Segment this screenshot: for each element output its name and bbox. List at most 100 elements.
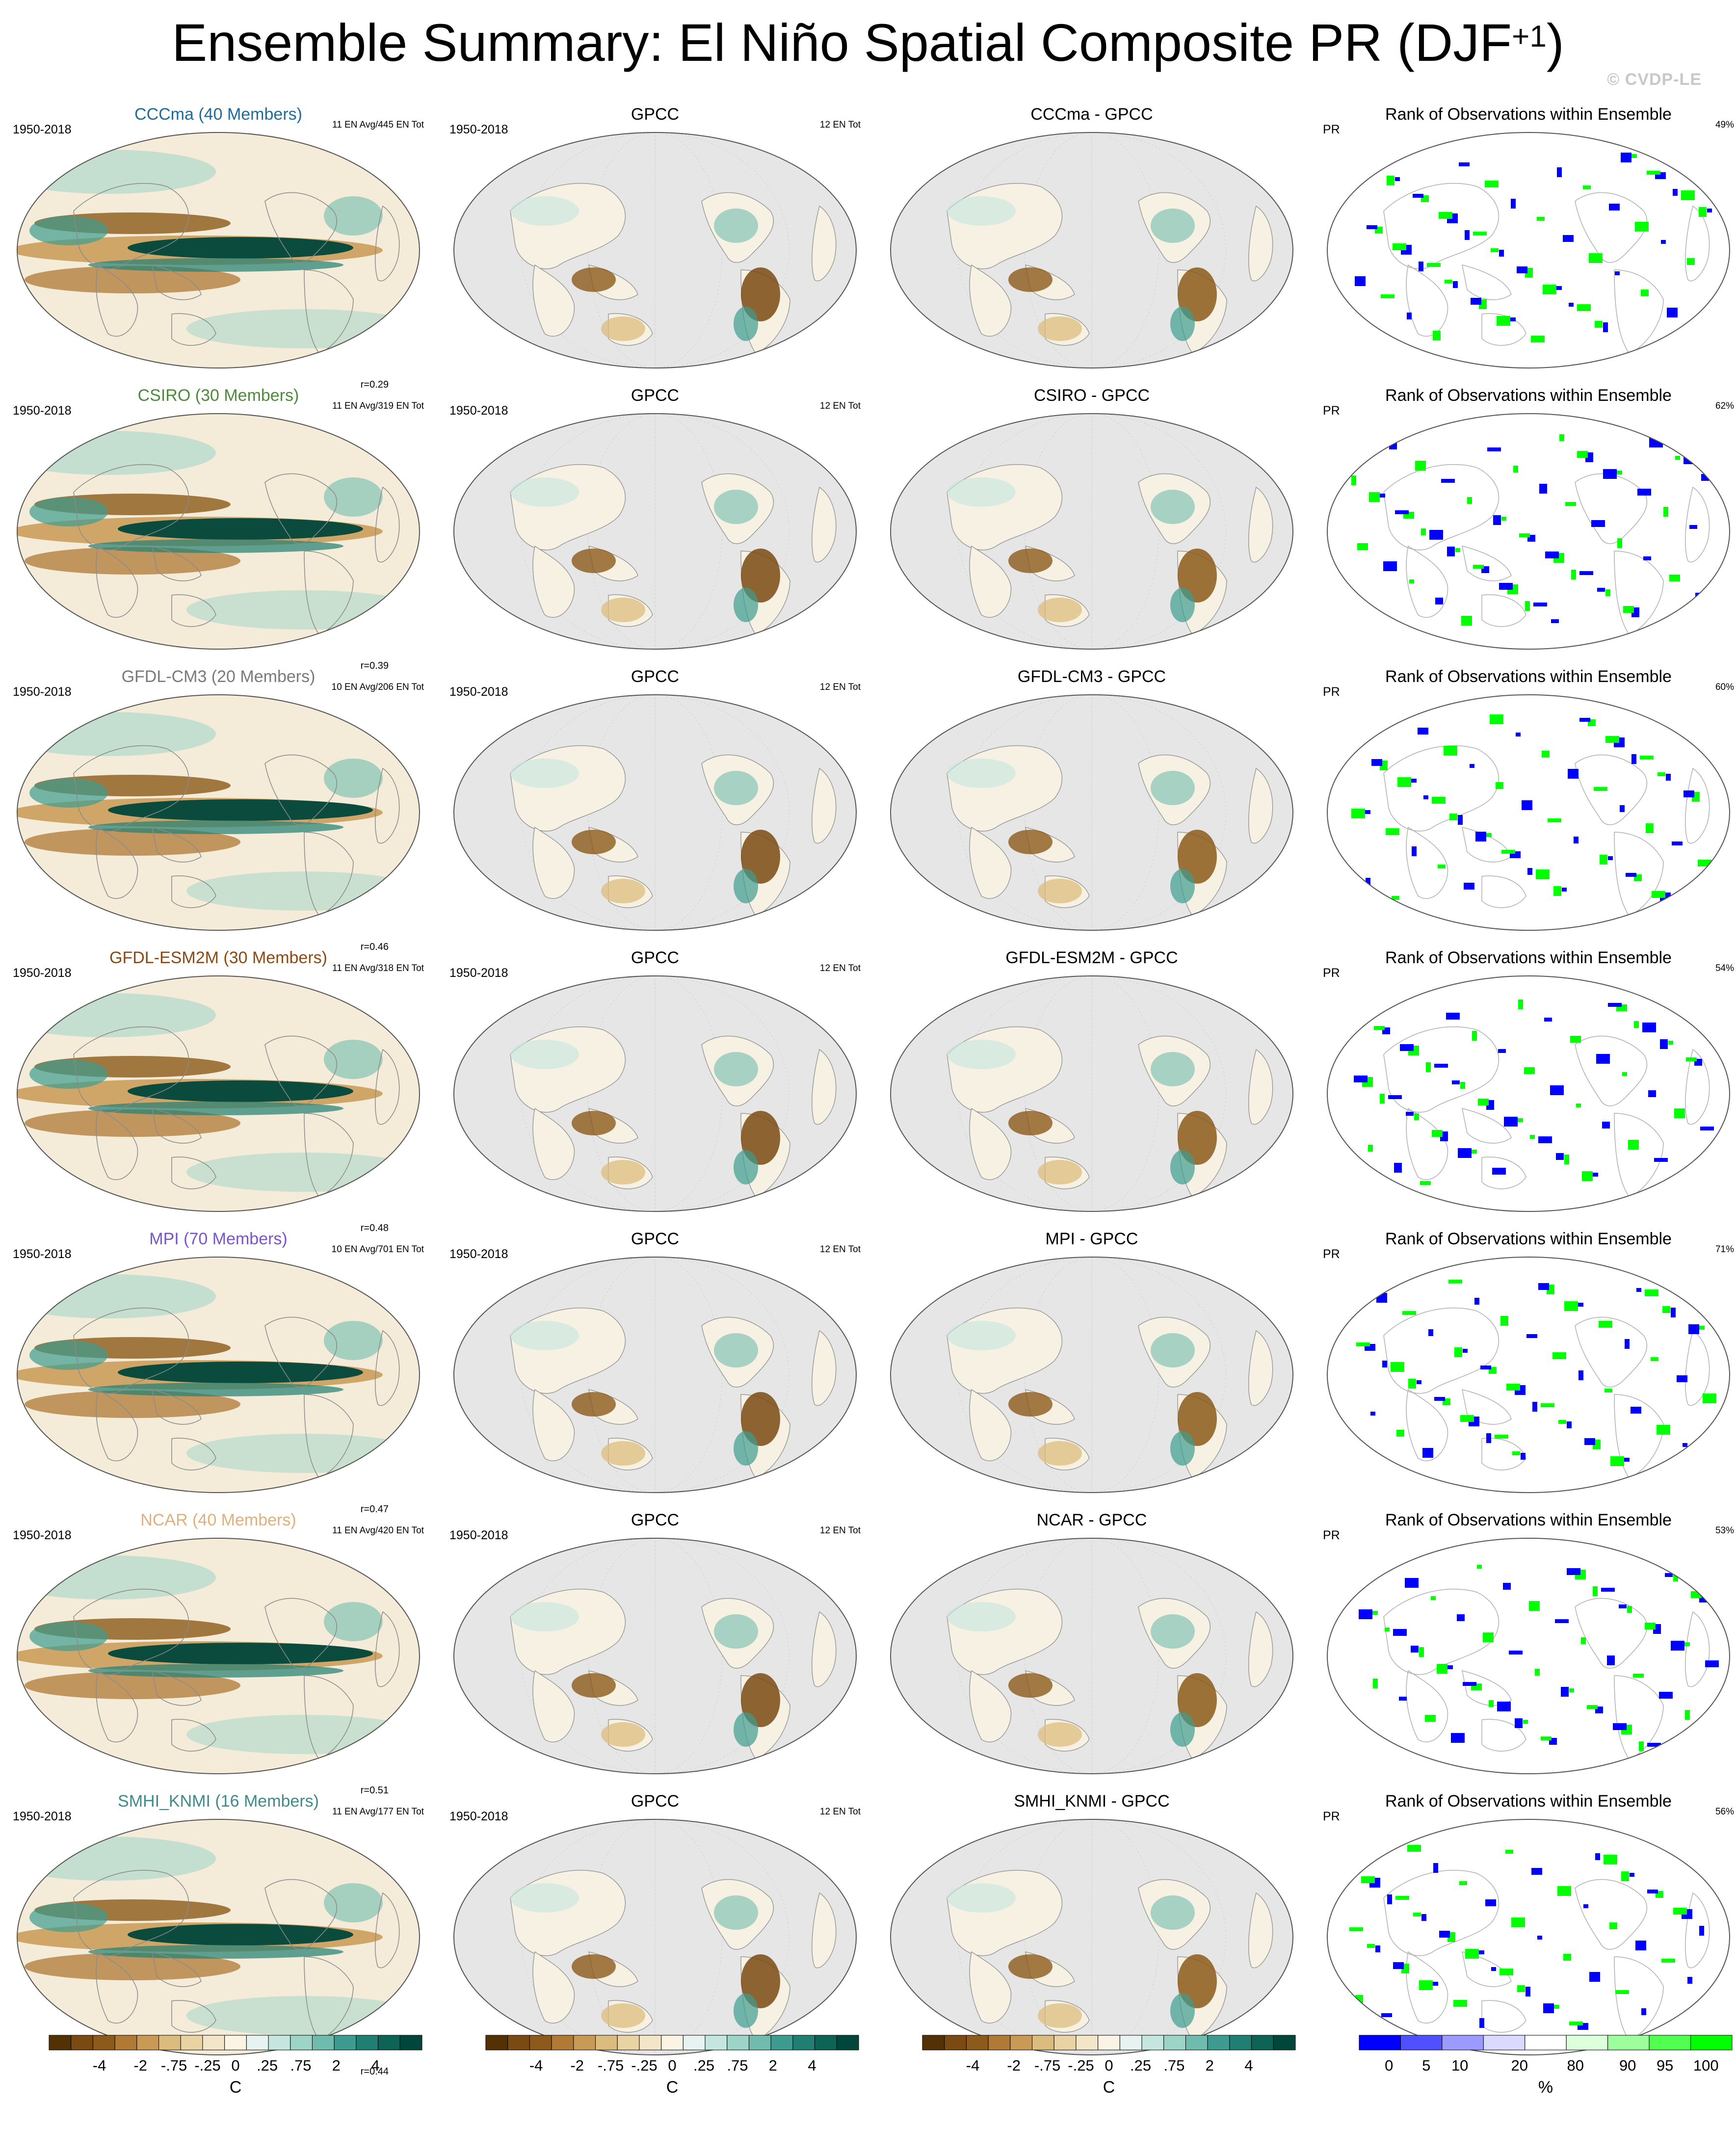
rank-cell [1463, 1349, 1468, 1353]
variable-label: PR [1323, 685, 1340, 699]
rank-cell [1402, 1311, 1416, 1315]
continent-outline [1575, 1035, 1648, 1106]
panel-title: NCAR (40 Members) [140, 1511, 296, 1529]
colorbar-tick-label: -.75 [1034, 2057, 1061, 2074]
map-model [17, 1819, 420, 2055]
rank-cell [1451, 1733, 1465, 1743]
continent-outline [1248, 205, 1273, 282]
rank-cell [1620, 805, 1625, 812]
continent-outline [1481, 313, 1526, 346]
colorbar-swatch [639, 2035, 662, 2050]
period-label: 1950-2018 [13, 1247, 72, 1261]
period-label: 1950-2018 [449, 123, 508, 136]
rank-cell [1686, 724, 1700, 728]
rank-cell [1496, 782, 1503, 789]
rank-cell [1493, 515, 1501, 525]
rank-cell [1591, 520, 1605, 527]
continent-outline [1462, 1670, 1512, 1706]
colorbar-swatch [1483, 2035, 1526, 2050]
figure-title-text: Ensemble Summary: El Niño Spatial Compos… [172, 13, 1512, 72]
rank-cell [1599, 1321, 1612, 1328]
rank-cell [1537, 217, 1545, 221]
rank-cell [1697, 1326, 1705, 1330]
rank-cell [1676, 1841, 1681, 1845]
colorbar-swatch [1442, 2035, 1484, 2050]
rank-cell [1640, 756, 1654, 760]
rank-cell [1483, 1632, 1494, 1642]
event-count-label: 10 EN Avg/206 EN Tot [331, 682, 424, 692]
rank-cell [1557, 167, 1562, 177]
rank-cell [1631, 1407, 1641, 1414]
map-obs [453, 1819, 857, 2055]
rank-cell [1464, 883, 1474, 890]
rank-cell [1630, 1873, 1634, 1877]
rank-cell [1617, 538, 1622, 548]
continent-outline [96, 264, 138, 337]
event-count-label: 10 EN Avg/701 EN Tot [331, 1244, 424, 1255]
rank-cell [1369, 492, 1380, 502]
continent-outline [1614, 1113, 1664, 1197]
continent-outline [812, 486, 837, 563]
rank-cell [1526, 1334, 1537, 1338]
event-count-label: 12 EN Tot [819, 1525, 861, 1536]
rank-cell [1570, 1036, 1581, 1043]
rank-cell [1671, 1308, 1676, 1317]
rank-cell [1485, 181, 1499, 187]
continent-outline [1248, 486, 1273, 563]
rank-percent-label: 56% [1715, 1807, 1734, 1817]
rank-cell [1370, 1412, 1375, 1416]
colorbar-tick-label: -.25 [1068, 2057, 1094, 2074]
panel-rank-row-6: Rank of Observations within Ensemble PR 53… [1320, 1509, 1736, 1803]
rank-cell [1583, 1904, 1588, 1908]
colorbar-swatch [836, 2035, 859, 2050]
rank-cell [1693, 326, 1707, 330]
rank-cell [1438, 865, 1446, 868]
rank-cell [1382, 1361, 1387, 1367]
rank-cell [1647, 171, 1660, 175]
rank-cell [1392, 896, 1399, 900]
continent-outline [1406, 826, 1448, 899]
continent-outline [1481, 2000, 1526, 2033]
continent-outline [96, 1951, 138, 2024]
continent-outline [1406, 1389, 1448, 1462]
rank-cell [1635, 222, 1649, 232]
continent-outline [375, 767, 400, 844]
continent-outline [152, 1389, 202, 1425]
continent-outline [1575, 754, 1648, 825]
colorbar-tick-label: 2 [768, 2057, 777, 2074]
panel-title: Rank of Observations within Ensemble [1385, 1511, 1672, 1529]
rank-cell [1579, 571, 1593, 575]
colorbar-tick-label: 0 [1385, 2057, 1394, 2074]
rank-cell [1673, 189, 1678, 196]
continent-outline [264, 1316, 338, 1388]
rank-cell [1531, 1868, 1542, 1875]
map-rank [1327, 132, 1730, 368]
colorbar-unit-label: C [666, 2078, 679, 2097]
rank-cell [1685, 1710, 1690, 1720]
rank-cell [1538, 1283, 1549, 1290]
rank-cell [1453, 2000, 1467, 2007]
rank-cell [1395, 1896, 1409, 1900]
panel-rank-row-2: Rank of Observations within Ensemble PR 62… [1320, 384, 1736, 679]
rank-cell [1444, 746, 1457, 756]
rank-cell [1423, 795, 1428, 799]
colorbar-swatch [1690, 2035, 1733, 2050]
rank-cell [1415, 461, 1426, 471]
period-label: 1950-2018 [13, 685, 72, 699]
rank-cell [1460, 1082, 1465, 1089]
rank-cell [1527, 868, 1532, 875]
rank-cell [1667, 1840, 1675, 1850]
rank-cell [1553, 886, 1561, 896]
colorbar-tick-label: -4 [92, 2057, 106, 2074]
continent-outline [96, 826, 138, 899]
panel-title: GPCC [631, 1511, 680, 1529]
colorbar-swatch [290, 2035, 313, 2050]
continent-outline [532, 1107, 575, 1181]
rank-cell [1475, 832, 1486, 841]
rank-cell [1603, 469, 1617, 479]
rank-cell [1569, 303, 1574, 307]
panel-model-row-7: r=0.44 SMHI_KNMI (16 Members) 1950-2018 11 … [10, 1790, 427, 2084]
rank-cell [1522, 800, 1532, 810]
panel-model-row-2: r=0.39 CSIRO (30 Members) 1950-2018 11 EN A… [10, 384, 427, 679]
rank-cell [1412, 846, 1417, 856]
